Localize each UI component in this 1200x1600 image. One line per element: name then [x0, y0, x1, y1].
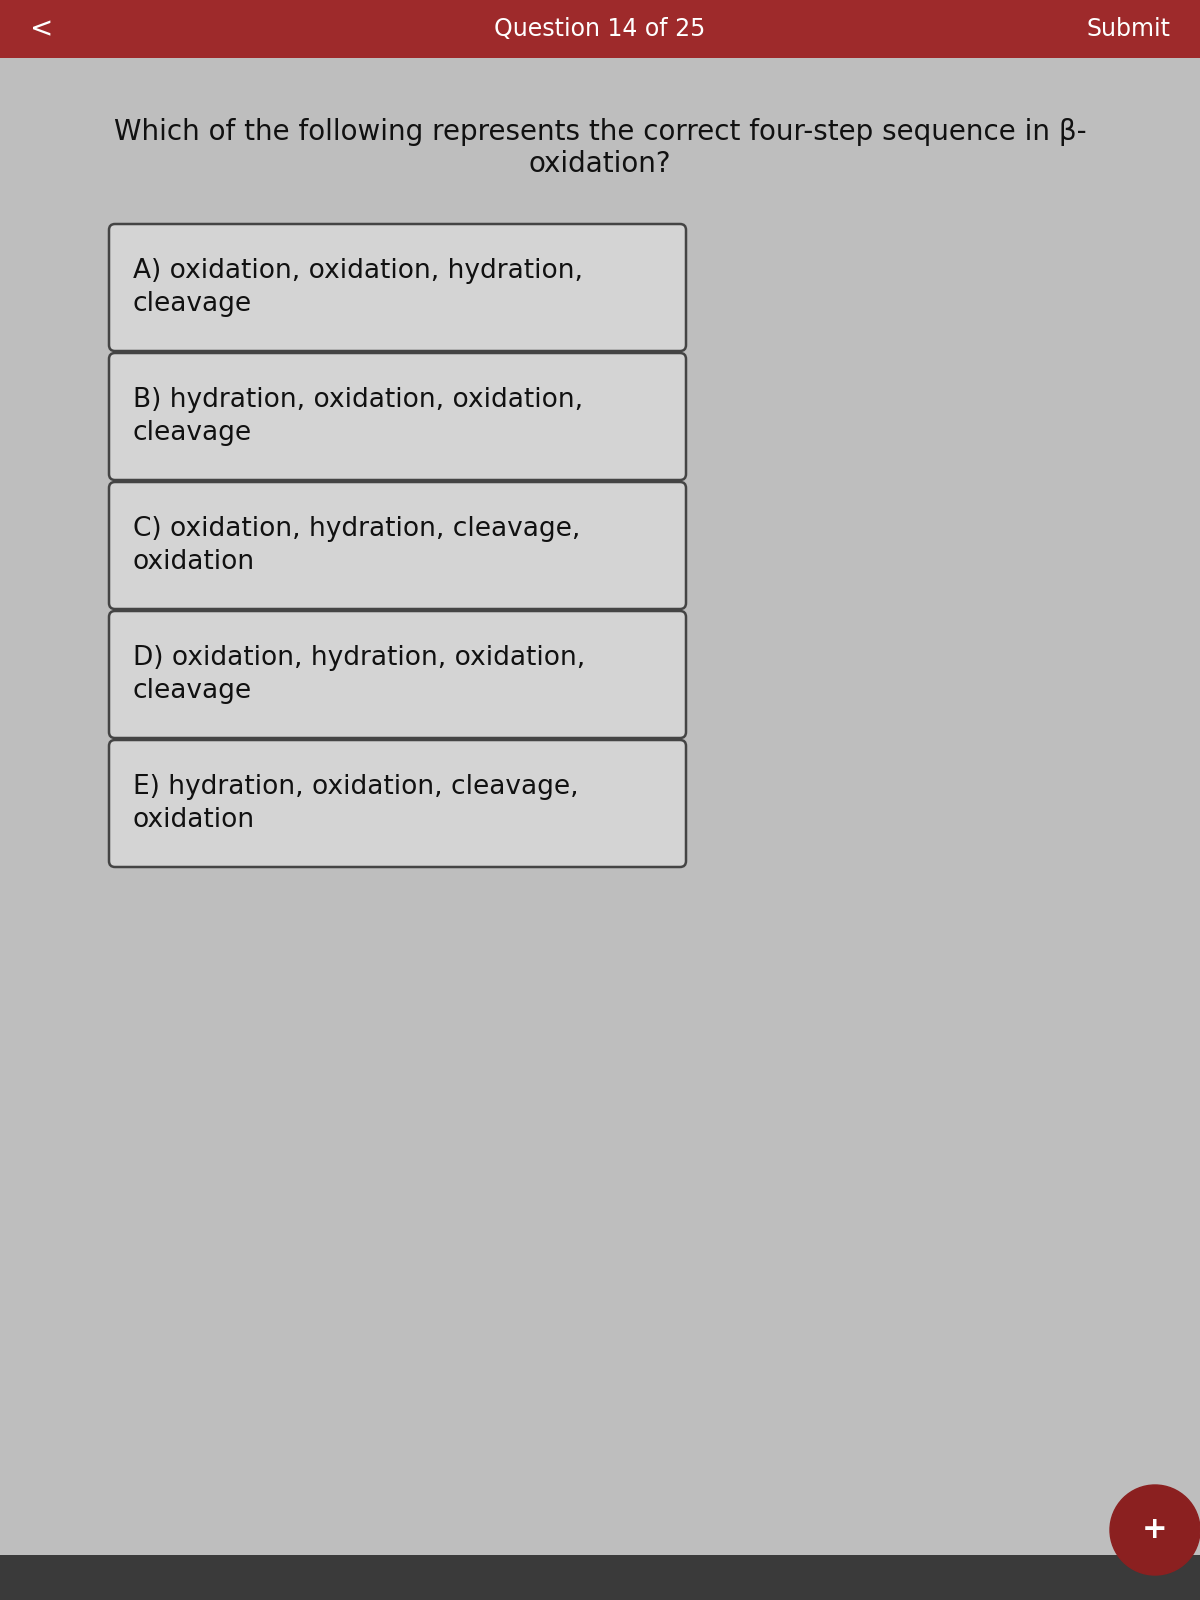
FancyBboxPatch shape — [109, 354, 686, 480]
FancyBboxPatch shape — [109, 224, 686, 350]
Text: <: < — [30, 14, 53, 43]
Bar — [0, 0, 1200, 58]
Text: Which of the following represents the correct four-step sequence in β-: Which of the following represents the co… — [114, 118, 1086, 146]
FancyBboxPatch shape — [109, 482, 686, 610]
Text: A) oxidation, oxidation, hydration,
cleavage: A) oxidation, oxidation, hydration, clea… — [133, 258, 583, 317]
Text: E) hydration, oxidation, cleavage,
oxidation: E) hydration, oxidation, cleavage, oxida… — [133, 774, 578, 834]
Text: oxidation?: oxidation? — [529, 150, 671, 178]
Text: Submit: Submit — [1086, 18, 1170, 42]
Text: C) oxidation, hydration, cleavage,
oxidation: C) oxidation, hydration, cleavage, oxida… — [133, 515, 581, 574]
FancyBboxPatch shape — [109, 611, 686, 738]
FancyBboxPatch shape — [109, 739, 686, 867]
Text: B) hydration, oxidation, oxidation,
cleavage: B) hydration, oxidation, oxidation, clea… — [133, 387, 583, 446]
Circle shape — [1110, 1485, 1200, 1574]
Text: +: + — [1142, 1515, 1168, 1544]
Text: D) oxidation, hydration, oxidation,
cleavage: D) oxidation, hydration, oxidation, clea… — [133, 645, 586, 704]
Text: Question 14 of 25: Question 14 of 25 — [494, 18, 706, 42]
Bar — [0, 1555, 1200, 1600]
